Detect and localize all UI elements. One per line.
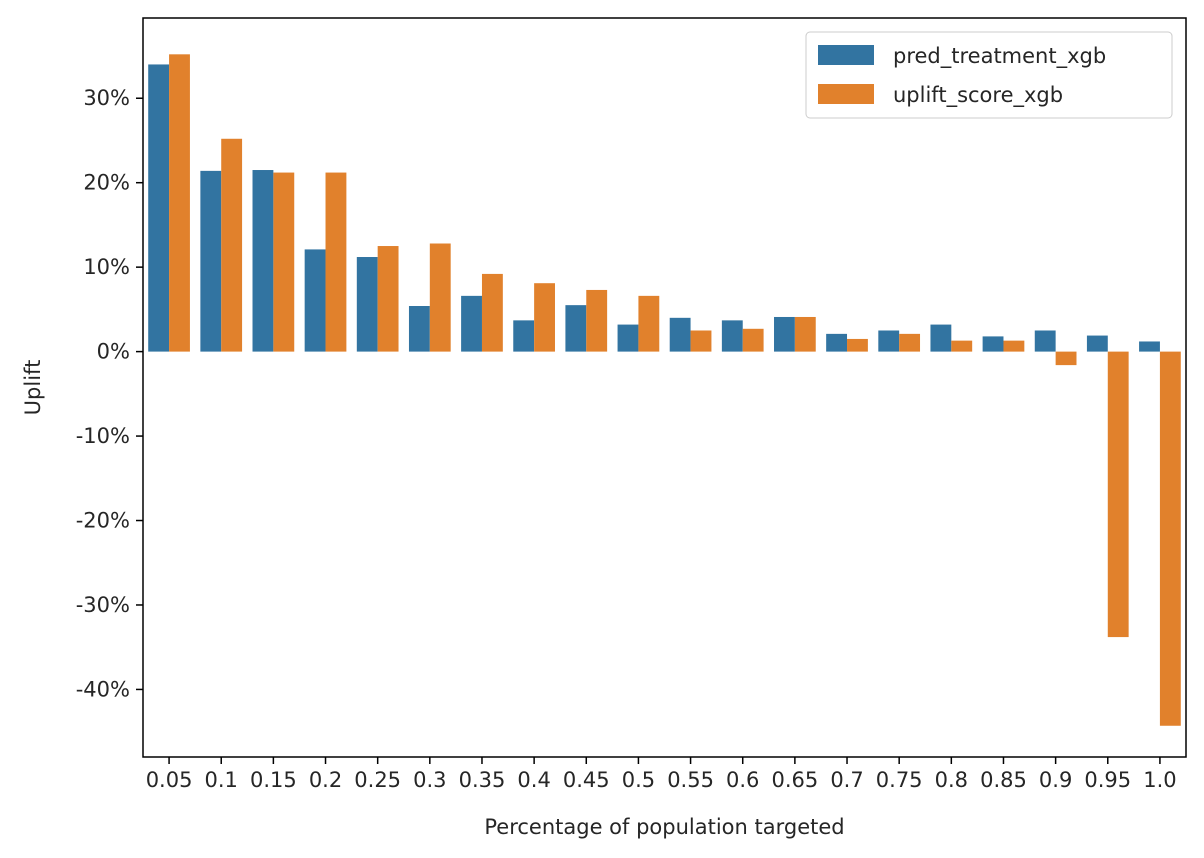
bar-uplift_score_xgb-0.75 <box>899 333 921 352</box>
legend-box <box>805 31 1173 119</box>
y-tick-label: 10% <box>83 255 130 279</box>
bar-pred_treatment_xgb-0.7 <box>826 333 848 352</box>
bar-pred_treatment_xgb-0.65 <box>774 316 795 352</box>
y-axis: 30% 20% 10% 0% -10% -20% -30% -40% <box>76 86 143 701</box>
y-tick-label: -30% <box>76 593 130 617</box>
bar-uplift_score_xgb-0.55 <box>690 330 712 352</box>
bar-pred_treatment_xgb-0.75 <box>878 330 900 352</box>
bar-uplift_score_xgb-0.4 <box>534 283 555 352</box>
x-tick-label: 0.15 <box>250 768 297 792</box>
x-tick-label: 0.85 <box>980 768 1027 792</box>
bar-uplift_score_xgb-0.7 <box>847 338 868 352</box>
x-tick-label: 0.3 <box>413 768 446 792</box>
bar-pred_treatment_xgb-0.25 <box>356 257 378 352</box>
x-tick-label: 0.2 <box>309 768 342 792</box>
x-tick-label: 0.45 <box>563 768 610 792</box>
bar-pred_treatment_xgb-0.6 <box>721 320 743 352</box>
bar-pred_treatment_xgb-0.9 <box>1034 330 1056 352</box>
bar-pred_treatment_xgb-0.8 <box>930 324 952 352</box>
bar-pred_treatment_xgb-0.15 <box>252 170 274 352</box>
bar-uplift_score_xgb-0.5 <box>638 295 660 352</box>
x-tick-label: 0.7 <box>830 768 863 792</box>
legend-swatch-pred_treatment_xgb <box>818 45 874 65</box>
y-tick-label: -40% <box>76 677 130 701</box>
plot-frame <box>142 17 1187 758</box>
bar-pred_treatment_xgb-0.05 <box>148 64 170 352</box>
x-axis: 0.05 0.1 0.15 0.2 0.25 0.3 0.35 0.4 0.45 0.5 0.55 0… <box>146 757 1177 792</box>
bars-group <box>148 54 1181 726</box>
bar-pred_treatment_xgb-0.4 <box>513 320 535 352</box>
x-axis-title: Percentage of population targeted <box>484 815 844 839</box>
x-tick-label: 0.35 <box>459 768 506 792</box>
x-tick-label: 1.0 <box>1143 768 1176 792</box>
x-tick-label: 0.55 <box>667 768 714 792</box>
bar-uplift_score_xgb-0.65 <box>794 316 816 352</box>
y-tick-label: -20% <box>76 509 130 533</box>
bar-pred_treatment_xgb-0.5 <box>617 324 639 352</box>
x-tick-label: 0.8 <box>935 768 968 792</box>
bar-uplift_score_xgb-0.3 <box>429 243 451 352</box>
legend-label-uplift_score_xgb: uplift_score_xgb <box>893 83 1063 108</box>
y-tick-label: 20% <box>83 171 130 195</box>
x-tick-label: 0.75 <box>876 768 923 792</box>
bar-pred_treatment_xgb-1.0 <box>1139 341 1160 352</box>
x-tick-label: 0.9 <box>1039 768 1072 792</box>
bar-uplift_score_xgb-0.95 <box>1107 351 1129 638</box>
x-tick-label: 0.05 <box>146 768 193 792</box>
bar-pred_treatment_xgb-0.95 <box>1086 335 1108 352</box>
bar-uplift_score_xgb-0.8 <box>951 340 973 352</box>
x-tick-label: 0.4 <box>517 768 550 792</box>
bar-pred_treatment_xgb-0.3 <box>408 306 430 352</box>
legend: pred_treatment_xgb uplift_score_xgb <box>805 31 1173 119</box>
legend-swatch-uplift_score_xgb <box>818 84 874 104</box>
bar-uplift_score_xgb-0.35 <box>481 273 503 352</box>
bar-uplift_score_xgb-0.45 <box>586 289 608 352</box>
x-tick-label: 0.1 <box>205 768 238 792</box>
bar-uplift_score_xgb-1.0 <box>1159 351 1181 726</box>
bar-pred_treatment_xgb-0.55 <box>669 317 691 352</box>
bar-uplift_score_xgb-0.6 <box>742 328 764 352</box>
y-axis-title: Uplift <box>21 360 45 416</box>
bar-pred_treatment_xgb-0.1 <box>200 170 222 352</box>
x-tick-label: 0.6 <box>726 768 759 792</box>
y-tick-label: -10% <box>76 424 130 448</box>
bar-pred_treatment_xgb-0.85 <box>982 336 1004 352</box>
bar-pred_treatment_xgb-0.2 <box>304 249 326 352</box>
legend-label-pred_treatment_xgb: pred_treatment_xgb <box>893 44 1106 69</box>
x-tick-label: 0.25 <box>354 768 401 792</box>
bar-pred_treatment_xgb-0.45 <box>565 305 587 352</box>
bar-uplift_score_xgb-0.2 <box>325 172 347 352</box>
y-tick-label: 30% <box>83 86 130 110</box>
x-tick-label: 0.5 <box>622 768 655 792</box>
bar-pred_treatment_xgb-0.35 <box>461 295 482 352</box>
bar-uplift_score_xgb-0.25 <box>377 246 399 352</box>
bar-uplift_score_xgb-0.1 <box>221 138 243 352</box>
x-tick-label: 0.95 <box>1084 768 1131 792</box>
bar-uplift_score_xgb-0.9 <box>1055 351 1077 366</box>
bar-uplift_score_xgb-0.15 <box>273 172 295 352</box>
y-tick-label: 0% <box>97 340 130 364</box>
bar-uplift_score_xgb-0.85 <box>1003 340 1025 352</box>
bar-uplift_score_xgb-0.05 <box>169 54 190 352</box>
x-tick-label: 0.65 <box>771 768 818 792</box>
